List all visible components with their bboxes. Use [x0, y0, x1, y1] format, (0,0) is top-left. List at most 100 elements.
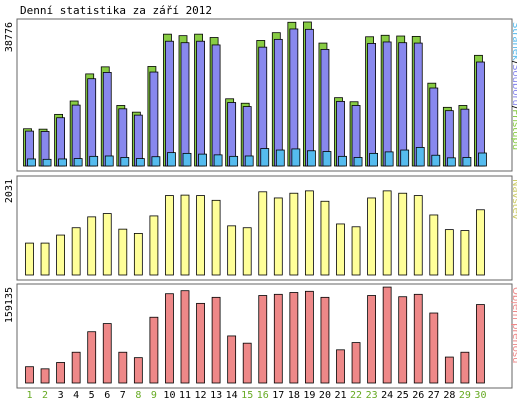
bar-kbytes-day-1: [25, 366, 34, 384]
bar-files-day-10: [165, 40, 174, 167]
bar-visits-day-20: [320, 200, 330, 276]
legend-entry: /: [510, 61, 517, 65]
x-tick-label-12: 12: [195, 390, 207, 401]
bar-pages-day-2: [42, 158, 52, 167]
bar-pages-day-14: [229, 155, 239, 167]
bar-kbytes-day-5: [87, 331, 97, 384]
x-tick-label-16: 16: [257, 390, 269, 401]
legend: Návštěv: [510, 179, 517, 220]
bar-visits-day-15: [242, 227, 252, 276]
bar-visits-day-30: [476, 209, 485, 276]
bar-visits-day-13: [211, 199, 221, 276]
bar-pages-day-9: [151, 156, 161, 167]
x-tick-label-26: 26: [412, 390, 424, 401]
bar-visits-day-10: [165, 195, 174, 276]
bar-files-day-30: [476, 61, 485, 167]
bar-pages-day-12: [198, 153, 207, 167]
bar-files-day-22: [351, 105, 361, 167]
bar-pages-day-6: [104, 155, 114, 167]
bar-pages-day-26: [415, 147, 425, 167]
bar-pages-day-21: [338, 155, 347, 167]
x-tick-label-27: 27: [428, 390, 440, 401]
x-tick-label-20: 20: [319, 390, 331, 401]
bar-kbytes-day-29: [460, 351, 470, 384]
bar-kbytes-day-15: [242, 342, 252, 384]
bar-files-day-25: [398, 42, 408, 167]
bar-kbytes-day-22: [351, 342, 361, 384]
legend-entry: Přístupů: [510, 109, 517, 150]
bar-kbytes-day-20: [320, 296, 330, 384]
bar-visits-day-25: [398, 192, 408, 276]
legend-entry: Návštěv: [510, 179, 517, 220]
bar-kbytes-day-30: [476, 304, 485, 384]
bar-visits-day-11: [180, 194, 190, 276]
x-tick-label-22: 22: [350, 390, 362, 401]
bar-visits-day-2: [40, 242, 50, 276]
x-tick-label-17: 17: [272, 390, 284, 401]
bar-visits-day-4: [71, 227, 81, 276]
x-tick-label-7: 7: [120, 390, 126, 401]
bar-pages-day-11: [182, 152, 192, 167]
bar-kbytes-day-18: [289, 292, 299, 384]
bar-kbytes-day-19: [304, 290, 314, 384]
x-tick-label-11: 11: [179, 390, 191, 401]
bar-pages-day-15: [244, 155, 254, 167]
bar-visits-day-18: [289, 192, 299, 276]
bar-kbytes-day-6: [102, 323, 112, 384]
bar-pages-day-13: [213, 154, 223, 167]
bar-visits-day-7: [118, 228, 128, 276]
bar-files-day-5: [87, 78, 97, 167]
bar-kbytes-day-3: [56, 362, 65, 384]
bar-kbytes-day-25: [398, 296, 408, 384]
bar-kbytes-day-8: [133, 357, 143, 384]
y-max-label: 38776: [4, 22, 15, 52]
bar-pages-day-24: [384, 151, 394, 167]
bar-kbytes-day-7: [118, 351, 128, 384]
x-tick-label-24: 24: [381, 390, 393, 401]
x-axis-day-labels: 1 2 3 4 5 6 7 8 9 10 11 12 13 14 15 16 17 18 19 20 21 22 23 24 2…: [26, 390, 486, 401]
bar-files-day-6: [102, 72, 112, 167]
bar-pages-day-17: [275, 149, 285, 167]
x-tick-label-25: 25: [397, 390, 409, 401]
bar-files-day-17: [273, 38, 283, 167]
bar-visits-day-21: [336, 223, 345, 276]
bar-pages-day-27: [431, 154, 441, 167]
bar-pages-day-4: [73, 158, 83, 167]
bar-kbytes-day-24: [382, 286, 392, 384]
y-max-label: 159135: [4, 287, 15, 323]
bar-kbytes-day-11: [180, 290, 190, 384]
bar-visits-day-9: [149, 215, 159, 276]
x-tick-label-9: 9: [151, 390, 157, 401]
bar-kbytes-day-9: [149, 316, 159, 384]
bar-kbytes-day-13: [211, 296, 221, 384]
x-tick-label-28: 28: [443, 390, 455, 401]
bar-visits-day-5: [87, 216, 97, 276]
x-tick-label-15: 15: [241, 390, 253, 401]
bar-files-day-20: [320, 48, 330, 167]
bar-pages-day-20: [322, 151, 332, 167]
bar-kbytes-day-14: [227, 335, 237, 384]
bar-visits-day-19: [304, 190, 314, 276]
panel-kbytes: 159135 Objem přenosu: [4, 283, 517, 389]
bar-files-day-27: [429, 87, 439, 167]
bar-visits-day-28: [444, 229, 454, 276]
legend: Stránek/Souborů/Přístupů: [510, 22, 517, 150]
bar-visits-day-23: [367, 197, 377, 276]
bar-kbytes-day-27: [429, 312, 439, 384]
bar-kbytes-day-21: [336, 349, 345, 384]
y-max-label: 2031: [4, 179, 15, 203]
bar-files-day-13: [211, 44, 221, 167]
bar-pages-day-30: [478, 152, 487, 167]
bar-pages-day-28: [446, 157, 456, 167]
bar-files-day-9: [149, 71, 159, 167]
bar-kbytes-day-23: [367, 295, 377, 384]
x-tick-label-30: 30: [474, 390, 486, 401]
x-tick-label-19: 19: [303, 390, 315, 401]
bar-pages-day-29: [462, 157, 472, 167]
bar-visits-day-1: [25, 242, 34, 276]
bar-files-day-12: [196, 40, 205, 167]
bar-visits-day-3: [56, 234, 65, 276]
legend: Objem přenosu: [510, 287, 517, 363]
